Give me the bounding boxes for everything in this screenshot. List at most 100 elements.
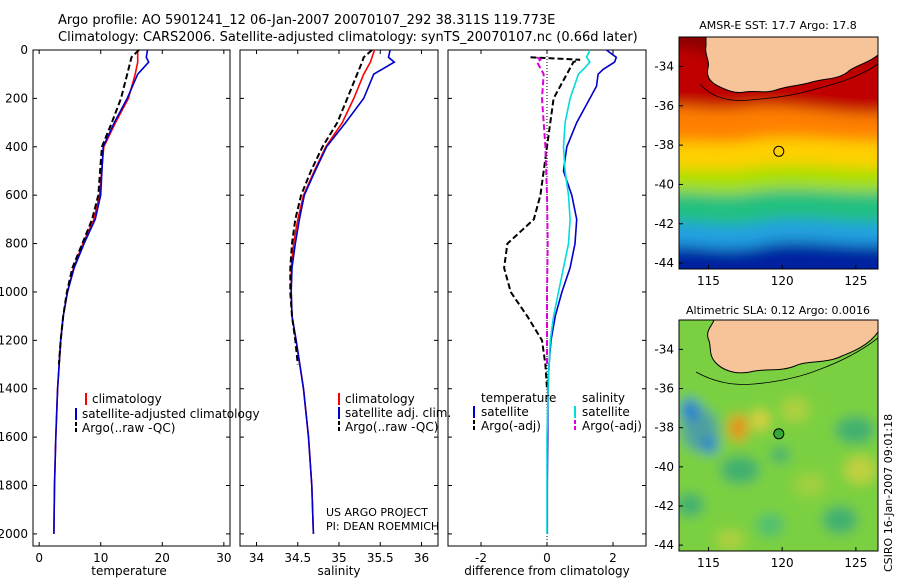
sla-xtick-label-2: 125: [844, 556, 867, 570]
temperature-series-3: [57, 49, 140, 365]
temperature-series-group: [53, 49, 150, 534]
salinity-series-1: [290, 49, 376, 534]
figure-title-line2: Climatology: CARS2006. Satellite-adjuste…: [58, 30, 638, 45]
temperature-ytick-label-9: 1800: [0, 479, 28, 493]
sla-map-frame: [678, 319, 879, 552]
difference-series-group: [503, 49, 618, 534]
sla-ytick-label-2: -38: [654, 421, 674, 435]
legend-sal-satellite-label: satellite adj. clim.: [345, 406, 451, 420]
sla-land: [707, 320, 878, 374]
sst-ytick-label-5: -44: [654, 256, 674, 270]
panel-salinity: salinity 34 34.5 35 35.5 36 climatology sate…: [239, 49, 451, 578]
salinity-series-group: [289, 49, 396, 534]
difference-series-4: [535, 56, 549, 365]
temperature-xtick-label-2: 20: [155, 551, 170, 565]
figure-title-line1: Argo profile: AO 5901241_12 06-Jan-2007 …: [58, 13, 556, 28]
difference-xtick-label-0: -2: [475, 551, 487, 565]
sla-map-title: Altimetric SLA: 0.12 Argo: 0.0016: [686, 304, 870, 317]
salinity-series-2: [290, 49, 396, 534]
salinity-xtick-label-0: 34: [249, 551, 264, 565]
sst-xtick-label-1: 120: [771, 274, 794, 288]
sla-ytick-label-5: -44: [654, 538, 674, 552]
legend-sal-title: salinity: [582, 391, 625, 405]
salinity-legend: climatology satellite adj. clim. Argo(..…: [338, 392, 451, 434]
sla-ytick-label-3: -40: [654, 460, 674, 474]
sst-ytick-label-2: -38: [654, 138, 674, 152]
legend-sal-argo-label: Argo(..raw -QC): [345, 420, 438, 434]
sla-map-field: [679, 320, 878, 551]
salinity-xtick-label-4: 36: [414, 551, 429, 565]
temperature-legend: climatology satellite-adjusted climatolo…: [75, 392, 260, 435]
legend-satellite-label: satellite-adjusted climatology: [82, 407, 260, 421]
legend-temp-argo-label: Argo(-adj): [481, 419, 541, 433]
sla-xtick-label-1: 120: [771, 556, 794, 570]
map-sla: Altimetric SLA: 0.12 Argo: 0.0016: [654, 304, 879, 570]
sla-isobath: [695, 337, 878, 385]
sst-ytick-label-1: -36: [654, 99, 674, 113]
sst-ytick-label-4: -42: [654, 217, 674, 231]
sla-map-ticks: 115 120 125 -34 -36 -38 -40 -42 -44: [654, 342, 867, 570]
sla-xtick-label-0: 115: [697, 556, 720, 570]
temperature-ytick-label-10: 2000: [0, 527, 28, 541]
difference-xtick-label-1: 0: [543, 551, 551, 565]
temperature-ytick-label-6: 1200: [0, 333, 28, 347]
sst-map-ticks: 115 120 125 -34 -36 -38 -40 -42 -44: [654, 59, 867, 288]
legend-climatology-label: climatology: [92, 392, 162, 406]
sst-ytick-label-0: -34: [654, 59, 674, 73]
sst-xtick-label-0: 115: [697, 274, 720, 288]
sla-ytick-label-1: -36: [654, 382, 674, 396]
salinity-series-3: [289, 49, 373, 365]
sla-argo-marker: [773, 428, 785, 440]
sst-argo-marker: [773, 145, 785, 157]
sla-ytick-label-0: -34: [654, 342, 674, 356]
salinity-xtick-label-3: 35.5: [367, 551, 394, 565]
legend-temp-title: temperature: [481, 391, 556, 405]
temperature-ytick-label-2: 400: [5, 140, 28, 154]
annotation-pi: PI: DEAN ROEMMICH: [326, 520, 439, 533]
difference-legend: temperature satellite Argo(-adj) salinit…: [473, 391, 642, 433]
salinity-xlabel: salinity: [317, 564, 360, 578]
sst-xtick-label-2: 125: [844, 274, 867, 288]
salinity-xtick-label-2: 35: [331, 551, 346, 565]
temperature-xlabel: temperature: [91, 564, 166, 578]
difference-xtick-label-2: 2: [609, 551, 617, 565]
temperature-ytick-label-3: 600: [5, 188, 28, 202]
difference-series-2: [503, 56, 581, 389]
sst-map-field: [679, 37, 878, 269]
sst-land: [705, 37, 878, 93]
temperature-ytick-label-0: 0: [20, 43, 28, 57]
panel-difference: difference from climatology -2 0 2 tempera…: [447, 49, 647, 578]
temperature-xtick-label-3: 30: [216, 551, 231, 565]
legend-salargo-label: Argo(-adj): [582, 419, 642, 433]
sst-map-frame: [678, 36, 879, 270]
temperature-ytick-label-8: 1600: [0, 430, 28, 444]
sst-isobath: [699, 63, 878, 101]
panel-temperature: temperature 0 10 20 30 0 200 400 600 800 1000 1200…: [0, 43, 260, 578]
temperature-xtick-label-0: 0: [35, 551, 43, 565]
salinity-xtick-label-1: 34.5: [284, 551, 311, 565]
temperature-ytick-label-5: 1000: [0, 285, 28, 299]
difference-xlabel: difference from climatology: [464, 564, 630, 578]
temperature-ticks: 0 10 20 30 0 200 400 600 800 1000 1200 1400 1600 1800…: [0, 43, 231, 565]
temperature-xtick-label-1: 10: [93, 551, 108, 565]
temperature-ytick-label-7: 1400: [0, 382, 28, 396]
panel-temperature-frame: [32, 49, 231, 547]
salinity-ticks: 34 34.5 35 35.5 36: [240, 49, 438, 565]
temperature-ytick-label-1: 200: [5, 91, 28, 105]
map-sst: AMSR-E SST: 17.7 Argo: 17.8 115 120 125 -34…: [654, 19, 879, 288]
sst-map-title: AMSR-E SST: 17.7 Argo: 17.8: [699, 19, 857, 32]
temperature-ytick-label-4: 800: [5, 237, 28, 251]
difference-series-1: [546, 49, 618, 534]
sst-ytick-label-3: -40: [654, 177, 674, 191]
legend-argo-label: Argo(..raw -QC): [82, 421, 175, 435]
annotation-project: US ARGO PROJECT: [326, 506, 428, 519]
difference-ticks: -2 0 2: [448, 49, 646, 565]
temperature-series-2: [53, 49, 150, 534]
legend-temp-sat-label: satellite: [481, 405, 529, 419]
panel-salinity-frame: [239, 49, 439, 547]
legend-sal-climatology-label: climatology: [345, 392, 415, 406]
sla-ytick-label-4: -42: [654, 499, 674, 513]
difference-series-3: [546, 49, 591, 534]
legend-salsat-label: satellite: [582, 405, 630, 419]
